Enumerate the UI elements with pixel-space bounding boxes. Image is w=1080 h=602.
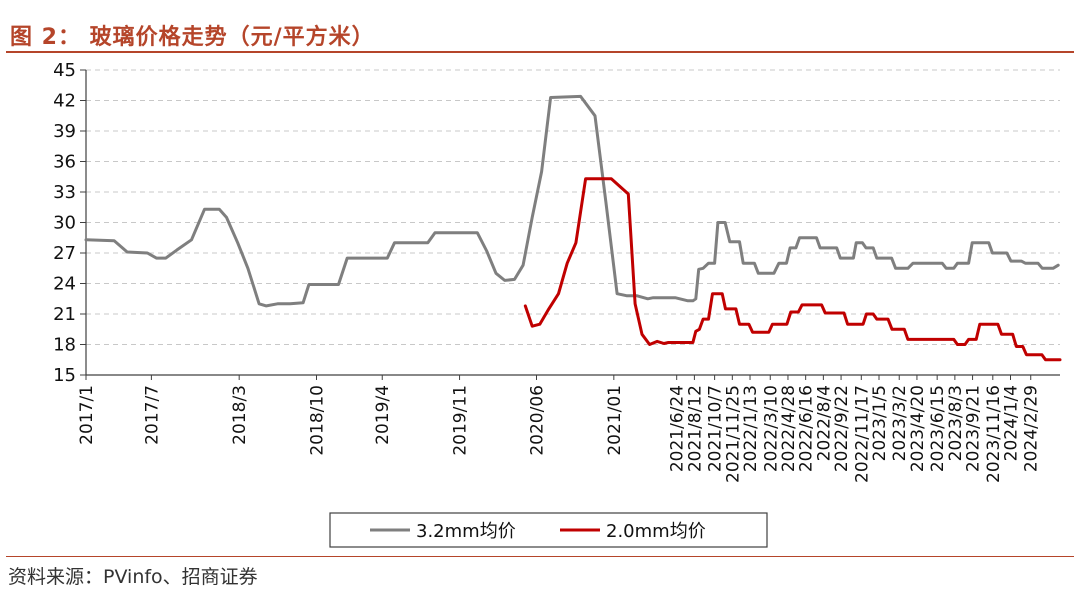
- y-tick-label-27: 27: [53, 243, 76, 264]
- y-tick-label-21: 21: [53, 304, 76, 325]
- x-tick-label-0: 2017/1: [77, 385, 97, 445]
- series-lines: [84, 94, 1062, 362]
- line-chart: 15 18 21 24 27 30 33 36 39 42 45 2017/1 2017/7 2018/…: [53, 60, 1062, 548]
- x-tick-label-10: 2021/10/7: [706, 385, 726, 472]
- x-tick-label-18: 2022/11/17: [852, 385, 872, 483]
- x-tick-label-23: 2023/8/3: [946, 385, 966, 461]
- x-tick-label-20: 2023/3/2: [890, 385, 910, 461]
- x-tick-label-4: 2019/4: [373, 385, 393, 445]
- x-tick-label-14: 2022/4/28: [779, 385, 799, 472]
- x-tick-label-2: 2018/3: [230, 385, 250, 445]
- x-tick-label-9: 2021/8/12: [685, 385, 705, 472]
- title-rule: [6, 51, 1074, 53]
- x-tick-label-6: 2020/06: [528, 385, 548, 456]
- x-axis-ticks: 2017/1 2017/7 2018/3 2018/10 2019/4 2019/11 20…: [77, 375, 1042, 483]
- y-tick-label-18: 18: [53, 335, 76, 356]
- y-tick-label-42: 42: [53, 91, 76, 112]
- x-tick-label-25: 2023/11/16: [984, 385, 1004, 483]
- x-tick-label-13: 2022/3/10: [761, 385, 781, 472]
- x-tick-label-26: 2024/1/4: [1002, 385, 1022, 461]
- x-tick-label-5: 2019/11: [451, 385, 471, 456]
- source-note: 资料来源：PVinfo、招商证券: [8, 566, 258, 588]
- x-tick-label-24: 2023/9/21: [964, 385, 984, 472]
- x-tick-label-17: 2022/9/22: [832, 385, 852, 472]
- x-tick-label-19: 2023/1/5: [870, 385, 890, 461]
- series-line-3.2mm: [84, 94, 1060, 308]
- y-tick-label-36: 36: [53, 152, 76, 173]
- y-axis-ticks: 15 18 21 24 27 30 33 36 39 42 45: [53, 60, 86, 386]
- y-tick-label-15: 15: [53, 365, 76, 386]
- y-tick-label-30: 30: [53, 213, 76, 234]
- bottom-rule: [6, 556, 1074, 557]
- x-tick-label-21: 2023/4/20: [908, 385, 928, 472]
- y-tick-label-45: 45: [53, 60, 76, 81]
- x-tick-label-7: 2021/01: [605, 385, 625, 456]
- x-tick-label-15: 2022/6/16: [797, 385, 817, 472]
- y-tick-label-39: 39: [53, 121, 76, 142]
- x-tick-label-11: 2021/11/25: [723, 385, 743, 483]
- y-tick-label-33: 33: [53, 182, 76, 203]
- x-tick-label-8: 2021/6/24: [668, 385, 688, 472]
- x-tick-label-16: 2022/8/4: [814, 385, 834, 461]
- y-tick-label-24: 24: [53, 274, 76, 295]
- legend-label-2.0mm: 2.0mm均价: [606, 521, 706, 542]
- x-tick-label-27: 2024/2/29: [1022, 385, 1042, 472]
- x-tick-label-12: 2022/1/13: [741, 385, 761, 472]
- x-tick-label-22: 2023/6/15: [928, 385, 948, 472]
- legend-label-3.2mm: 3.2mm均价: [416, 521, 516, 542]
- gridlines: [86, 69, 1060, 345]
- legend: 3.2mm均价 2.0mm均价: [329, 512, 768, 548]
- x-tick-label-1: 2017/7: [142, 385, 162, 445]
- figure-title: 图 2： 玻璃价格走势（元/平方米）: [10, 25, 375, 50]
- series-line-2.0mm: [523, 177, 1062, 362]
- x-tick-label-3: 2018/10: [307, 385, 327, 456]
